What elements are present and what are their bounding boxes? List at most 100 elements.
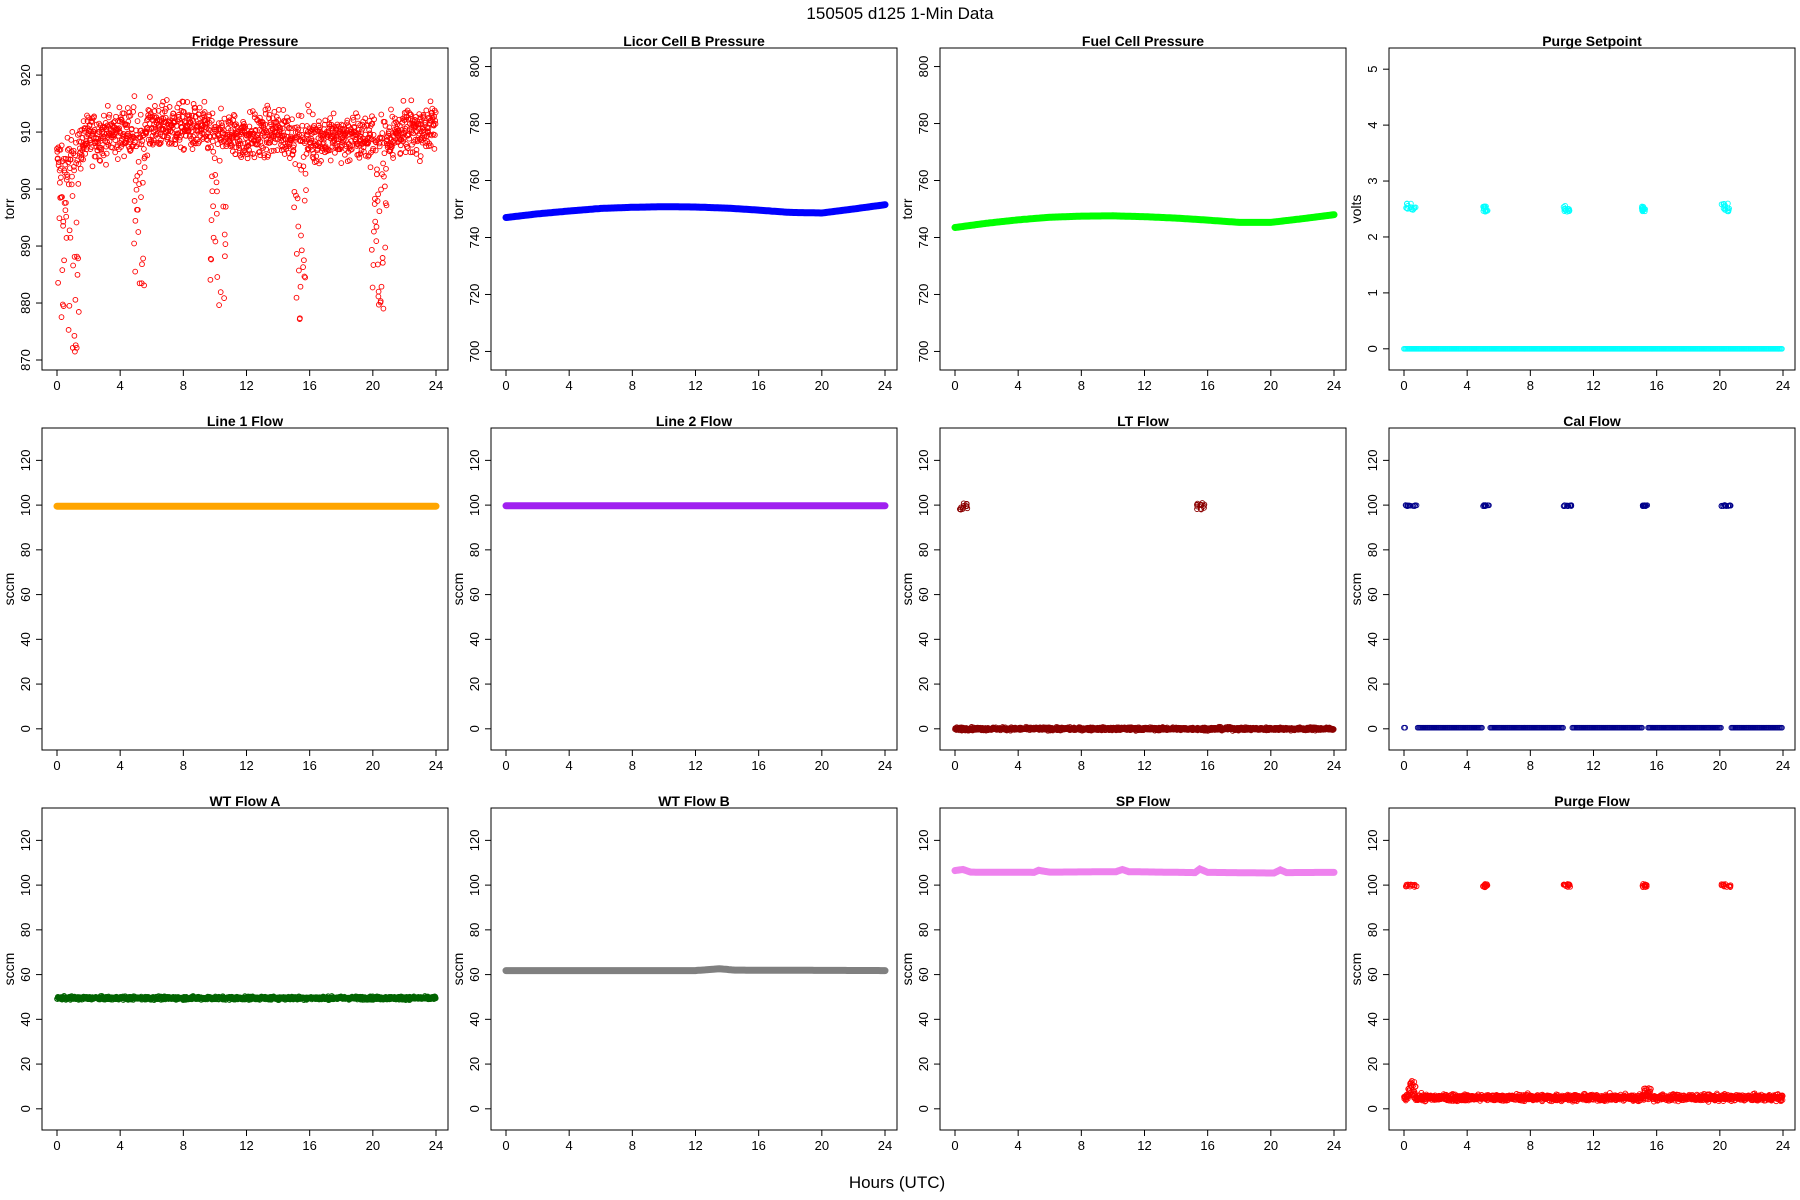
data-point <box>1479 724 1485 731</box>
data-point <box>71 332 78 339</box>
data-point <box>347 147 354 153</box>
data-point <box>251 154 258 161</box>
data-point <box>120 134 127 140</box>
data-point <box>375 191 381 198</box>
data-point <box>208 256 215 263</box>
data-point <box>60 222 66 229</box>
data-point <box>345 122 351 129</box>
x-tick-label: 0 <box>502 378 509 393</box>
data-series <box>502 201 889 221</box>
x-tick-label: 12 <box>239 1138 253 1153</box>
data-point <box>325 129 332 136</box>
data-point <box>205 144 211 151</box>
data-point <box>222 241 229 247</box>
data-point <box>342 151 348 158</box>
data-point <box>212 172 219 178</box>
data-point <box>226 117 233 124</box>
y-tick-label: 0 <box>1365 345 1380 352</box>
data-point <box>137 111 144 118</box>
data-point <box>303 187 309 193</box>
data-point <box>209 188 216 195</box>
y-tick-label: 80 <box>18 923 33 937</box>
data-point <box>209 173 215 180</box>
data-point <box>55 159 62 166</box>
data-point <box>75 161 82 167</box>
data-point <box>141 164 148 171</box>
y-tick-label: 80 <box>916 543 931 557</box>
data-point <box>196 104 203 111</box>
data-point <box>221 295 227 301</box>
data-point <box>258 143 265 149</box>
data-point <box>298 232 304 239</box>
data-point <box>201 109 208 115</box>
data-point <box>166 141 172 147</box>
x-tick-label: 12 <box>239 378 253 393</box>
y-tick-label: 720 <box>916 284 931 306</box>
y-tick-label: 700 <box>916 341 931 363</box>
data-point <box>288 125 295 132</box>
y-axis-label: torr <box>1 198 17 219</box>
data-point <box>144 152 151 159</box>
data-point <box>1194 501 1200 508</box>
data-point <box>399 115 406 122</box>
x-tick-label: 8 <box>180 378 187 393</box>
data-point <box>376 143 383 150</box>
data-point <box>280 107 287 113</box>
x-tick-label: 16 <box>302 378 316 393</box>
data-point <box>80 118 87 124</box>
x-tick-label: 4 <box>117 1138 124 1153</box>
data-points <box>1401 200 1785 352</box>
x-tick-label: 16 <box>1649 378 1663 393</box>
data-point <box>118 144 124 150</box>
data-point <box>106 111 113 118</box>
y-tick-label: 0 <box>467 725 482 732</box>
data-point <box>420 113 427 120</box>
data-point <box>124 122 131 128</box>
data-point <box>1404 502 1411 509</box>
data-point <box>343 137 349 144</box>
data-point <box>273 114 280 120</box>
data-point <box>236 138 243 144</box>
x-tick-label: 12 <box>239 758 253 773</box>
x-tick-label: 24 <box>1327 378 1341 393</box>
data-point <box>297 283 304 290</box>
y-tick-label: 100 <box>1365 494 1380 516</box>
data-point <box>96 120 102 127</box>
data-point <box>1330 726 1337 733</box>
data-point <box>425 125 432 132</box>
data-point <box>316 118 322 125</box>
data-point <box>132 217 139 224</box>
data-point <box>318 158 324 164</box>
data-point <box>67 165 73 171</box>
y-tick-label: 800 <box>916 56 931 78</box>
data-point <box>66 227 73 234</box>
data-point <box>59 194 65 200</box>
data-point <box>367 164 374 171</box>
data-point <box>327 115 334 121</box>
data-point <box>1402 502 1409 508</box>
y-tick-label: 40 <box>467 632 482 646</box>
data-point <box>60 218 67 225</box>
data-point <box>301 273 308 280</box>
data-point <box>79 135 86 141</box>
data-point <box>265 152 272 158</box>
data-point <box>72 296 79 303</box>
data-point <box>65 181 72 188</box>
data-point <box>112 137 119 143</box>
data-point <box>383 165 389 172</box>
data-point <box>144 124 151 131</box>
data-point <box>295 112 302 119</box>
data-point <box>379 130 386 136</box>
data-point <box>183 122 190 129</box>
data-point <box>271 108 278 115</box>
data-point <box>293 192 299 199</box>
x-tick-label: 0 <box>502 758 509 773</box>
y-tick-label: 60 <box>916 587 931 601</box>
data-point <box>162 108 168 115</box>
data-point <box>382 244 389 251</box>
data-point <box>201 98 208 105</box>
